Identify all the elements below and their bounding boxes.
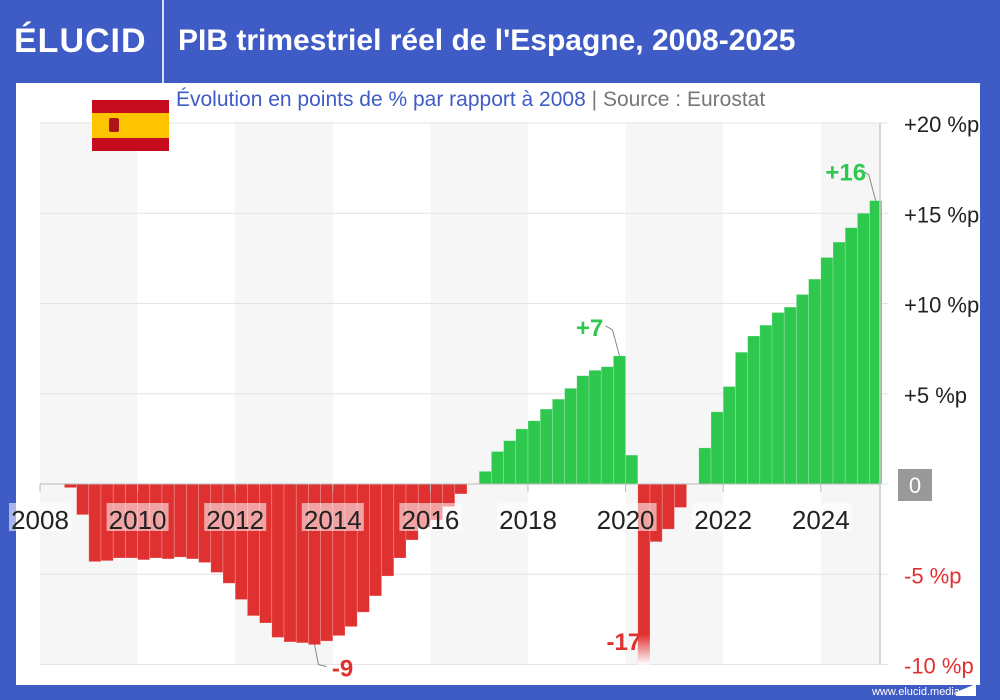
bar [747, 335, 761, 485]
bar [808, 278, 822, 485]
data-label: -17 [607, 629, 642, 656]
bar [527, 420, 541, 485]
data-label: +16 [825, 160, 866, 187]
bar [369, 483, 382, 597]
bar [759, 324, 773, 485]
bar [234, 483, 248, 600]
bar [674, 483, 687, 508]
bar [600, 366, 614, 485]
x-tick-label-bg [9, 503, 71, 531]
bar [515, 428, 529, 485]
bar [735, 351, 748, 485]
y-tick-label: +15 %p [904, 202, 979, 227]
spain-flag-coat-of-arms [109, 118, 119, 132]
y-tick-label: -5 %p [904, 563, 961, 588]
bar [796, 294, 809, 485]
bar [564, 388, 578, 485]
annotation-leader [314, 644, 327, 668]
bar [588, 369, 602, 485]
subtitle-main: Évolution en points de % par rapport à 2… [176, 88, 586, 111]
x-tick-label: 2020 [597, 505, 655, 535]
x-tick-label-bg [204, 503, 267, 531]
truncation-fade [637, 634, 650, 665]
x-tick-label-bg [692, 503, 755, 531]
bar [539, 408, 553, 485]
x-tick-label-bg [497, 503, 559, 531]
y-tick-label: +10 %p [904, 293, 979, 318]
bar [186, 483, 199, 560]
bar [857, 212, 870, 485]
elucid-mark-icon [956, 684, 976, 696]
bar [771, 312, 785, 485]
bar [698, 447, 712, 485]
y-tick-label: +5 %p [904, 383, 967, 408]
subtitle-separator: | [591, 88, 598, 111]
header-divider [162, 0, 164, 83]
bar [76, 483, 90, 515]
y-tick-label: +20 %p [904, 112, 979, 137]
x-tick-label-bg [399, 503, 462, 531]
bar [88, 483, 102, 562]
chart-subtitle: Évolution en points de % par rapport à 2… [176, 88, 765, 112]
bar [381, 483, 395, 577]
bar [271, 483, 285, 638]
bar [722, 386, 736, 485]
x-tick-label-bg [106, 503, 169, 531]
bar [478, 471, 492, 485]
bar [503, 440, 517, 485]
chart-title: PIB trimestriel réel de l'Espagne, 2008-… [178, 24, 796, 57]
x-tick-label: 2016 [401, 505, 459, 535]
bar [454, 483, 468, 495]
x-tick-label-bg [301, 503, 364, 531]
bar [576, 375, 590, 485]
y-tick-label: -10 %p [904, 654, 974, 679]
bar [552, 398, 565, 485]
header: ÉLUCID PIB trimestriel réel de l'Espagne… [0, 0, 1000, 83]
bar [625, 454, 639, 485]
bar [661, 483, 675, 530]
x-tick-label: 2018 [499, 505, 557, 535]
bar [820, 257, 834, 485]
bar [283, 483, 297, 643]
bar [832, 241, 846, 485]
bar [613, 355, 626, 485]
annotation-leader [605, 325, 620, 356]
zero-label-bg [898, 469, 932, 501]
x-tick-label-bg [594, 503, 657, 531]
elucid-logo: ÉLUCID [14, 22, 147, 60]
annotation-leader [861, 170, 877, 201]
bar [844, 227, 858, 485]
bar [64, 483, 77, 488]
x-tick-label: 2012 [206, 505, 264, 535]
bar [783, 306, 797, 485]
x-tick-label: 2022 [694, 505, 752, 535]
spain-flag-stripe [92, 113, 169, 138]
bar [173, 483, 187, 558]
y-tick-label: 0 [909, 473, 921, 498]
data-label: -9 [332, 656, 353, 683]
source-label: Source : Eurostat [602, 88, 766, 111]
bar [491, 451, 504, 485]
x-tick-label: 2008 [11, 505, 69, 535]
x-tick-label: 2024 [792, 505, 850, 535]
x-tick-label: 2014 [304, 505, 362, 535]
bar [710, 411, 724, 485]
footer-url[interactable]: www.elucid.media [871, 686, 960, 698]
x-tick-label-bg [789, 503, 852, 531]
data-label: +7 [576, 315, 603, 342]
x-tick-label: 2010 [109, 505, 167, 535]
